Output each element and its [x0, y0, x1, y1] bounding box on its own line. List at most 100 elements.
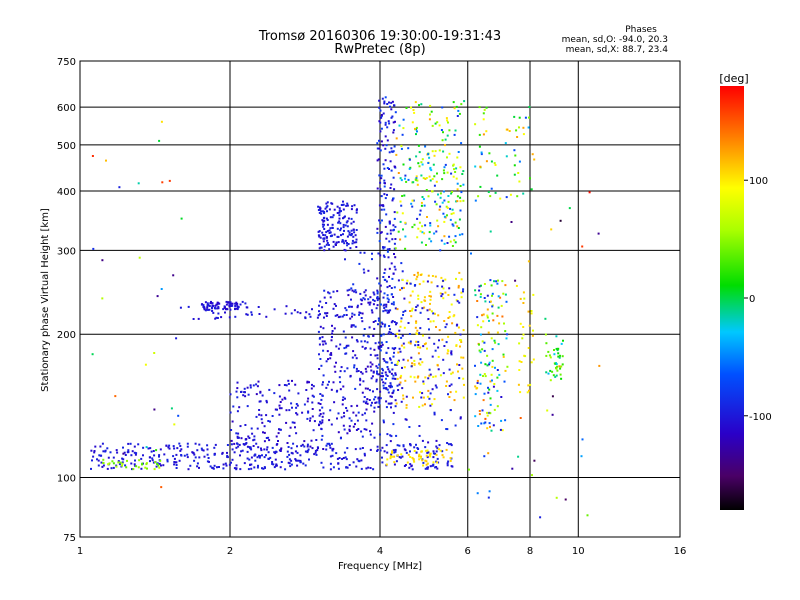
data-point [484, 363, 487, 366]
data-point [433, 398, 436, 401]
data-point [413, 111, 416, 114]
data-point [162, 464, 165, 467]
data-point [326, 205, 329, 208]
data-point [346, 432, 349, 435]
data-point [361, 413, 364, 416]
data-point [392, 131, 395, 134]
y-tick-label: 100 [57, 474, 76, 485]
data-point [258, 409, 261, 411]
data-point [363, 454, 366, 457]
data-point [216, 301, 219, 304]
data-point [198, 443, 201, 446]
data-point [455, 105, 458, 108]
data-point [481, 409, 484, 412]
data-point [450, 465, 453, 468]
data-point [394, 166, 397, 169]
data-point [323, 296, 326, 299]
data-point [459, 333, 462, 336]
data-point [430, 310, 433, 313]
data-point [454, 331, 457, 334]
data-point [401, 366, 403, 369]
data-point [439, 374, 442, 377]
data-point [380, 204, 383, 207]
data-point [158, 454, 161, 457]
data-point [505, 155, 508, 158]
data-point [353, 231, 356, 234]
data-point [402, 342, 405, 345]
data-point [519, 322, 522, 325]
data-point [425, 189, 428, 191]
data-point [168, 444, 171, 447]
data-point [327, 244, 330, 246]
data-point [529, 383, 532, 386]
data-point [395, 434, 398, 437]
data-point [408, 333, 411, 335]
data-point [173, 461, 176, 463]
data-point [399, 220, 402, 223]
data-point [393, 188, 396, 191]
data-point [364, 294, 367, 297]
data-point [477, 195, 480, 198]
data-point [334, 314, 337, 317]
colorbar-tick-label: 0 [749, 294, 755, 305]
data-point [387, 120, 390, 123]
data-point [340, 210, 342, 213]
data-point [482, 375, 484, 377]
data-point [384, 309, 387, 312]
data-point [359, 377, 362, 380]
data-point [390, 402, 393, 405]
data-point [434, 349, 437, 352]
data-point [328, 229, 331, 232]
data-point [385, 444, 388, 447]
data-point [137, 182, 140, 185]
data-point [373, 327, 376, 330]
data-point [97, 464, 100, 467]
data-point [385, 303, 388, 306]
data-point [396, 332, 399, 335]
data-point [381, 322, 384, 325]
data-point [393, 265, 396, 268]
data-point [317, 314, 320, 317]
data-point [399, 288, 402, 291]
data-point [496, 376, 499, 379]
data-point [377, 158, 380, 161]
data-point [346, 447, 349, 450]
data-point [235, 307, 238, 310]
data-point [410, 356, 413, 359]
data-point [322, 448, 325, 450]
data-point [440, 419, 443, 422]
data-point [385, 406, 388, 409]
data-point [400, 320, 403, 323]
data-point [456, 300, 459, 303]
data-point [412, 396, 414, 399]
data-point [424, 145, 427, 148]
data-point [312, 429, 315, 432]
data-point [343, 451, 346, 454]
data-point [212, 467, 215, 470]
data-point [420, 396, 423, 399]
data-point [331, 223, 334, 226]
data-point [357, 370, 360, 372]
data-point [401, 270, 404, 273]
data-point [403, 194, 406, 197]
data-point [382, 421, 385, 424]
data-point [351, 315, 353, 318]
data-point [426, 280, 429, 283]
data-point [418, 283, 421, 286]
data-point [386, 139, 389, 142]
data-point [401, 212, 404, 215]
data-point [435, 230, 438, 233]
data-point [506, 333, 509, 336]
data-point [215, 316, 218, 319]
data-point [422, 396, 425, 399]
data-point [320, 210, 323, 213]
data-point [413, 223, 416, 226]
data-point [221, 451, 224, 454]
data-point [343, 415, 346, 418]
data-point [479, 296, 482, 298]
data-point [400, 317, 403, 320]
data-point [420, 301, 423, 304]
data-point [451, 245, 454, 247]
data-point [150, 450, 153, 453]
data-point [342, 385, 345, 388]
